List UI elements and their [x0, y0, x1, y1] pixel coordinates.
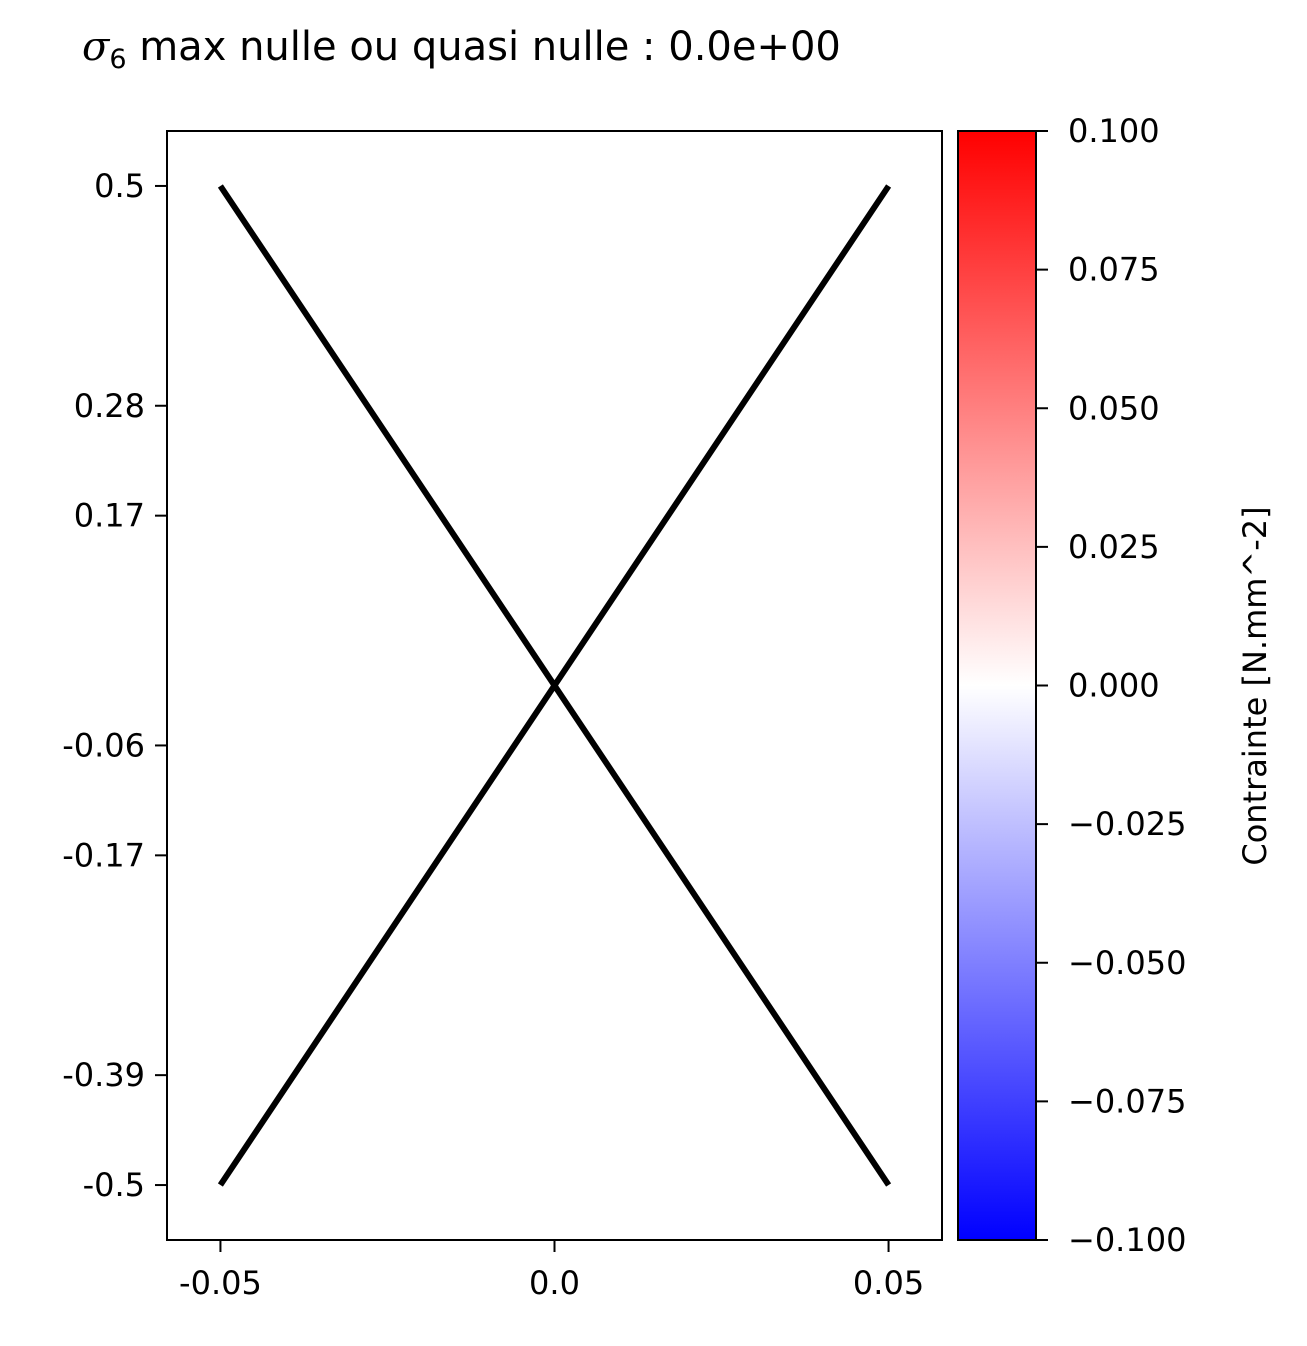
- x-tick-label: 0.05: [853, 1264, 924, 1302]
- colorbar-tick-label: 0.050: [1068, 389, 1160, 427]
- y-tick-label: -0.5: [83, 1166, 145, 1204]
- colorbar-tick-label: −0.050: [1068, 944, 1186, 982]
- colorbar-tick-label: 0.000: [1068, 667, 1160, 705]
- y-tick-label: 0.28: [74, 387, 145, 425]
- colorbar-tick-label: −0.025: [1068, 805, 1186, 843]
- series-line-2: [217, 184, 892, 1187]
- x-tick-label: 0.0: [529, 1264, 580, 1302]
- colorbar-label: Contrainte [N.mm^-2]: [1236, 506, 1274, 865]
- colorbar-axis: 0.100 0.075 0.050 0.025 0.000 −0.025 −0.050 −0.…: [1036, 112, 1186, 1259]
- y-tick-label: 0.17: [74, 497, 145, 535]
- colorbar-tick-label: −0.075: [1068, 1082, 1186, 1120]
- title-text: max nulle ou quasi nulle : 0.0e+00: [126, 24, 841, 70]
- colorbar-tick-label: 0.075: [1068, 251, 1160, 289]
- y-tick-label: 0.5: [94, 167, 145, 205]
- y-axis: 0.5 0.28 0.17 -0.06 -0.17 -0.39 -0.5: [62, 167, 167, 1204]
- colorbar-tick-label: 0.100: [1068, 112, 1160, 150]
- chart-title: σ6 max nulle ou quasi nulle : 0.0e+00: [82, 24, 841, 75]
- colorbar-tick-label: −0.100: [1068, 1221, 1186, 1259]
- title-symbol: σ: [82, 24, 110, 70]
- title-subscript: 6: [109, 44, 127, 75]
- x-tick-label: -0.05: [179, 1264, 262, 1302]
- x-axis: -0.05 0.0 0.05: [179, 1240, 924, 1302]
- y-tick-label: -0.06: [62, 726, 145, 764]
- colorbar: [957, 130, 1037, 1241]
- colorbar-tick-label: 0.025: [1068, 528, 1160, 566]
- series-layer: [217, 184, 892, 1187]
- y-tick-label: -0.17: [62, 836, 145, 874]
- y-tick-label: -0.39: [62, 1056, 145, 1094]
